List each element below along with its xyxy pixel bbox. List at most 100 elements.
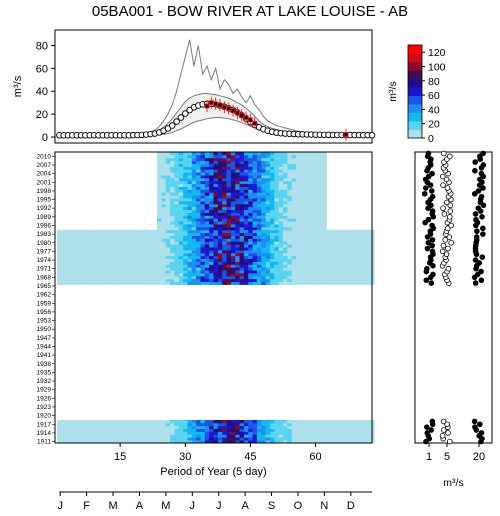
heatmap-cell bbox=[187, 221, 193, 225]
heatmap-cell bbox=[87, 247, 93, 251]
heatmap-cell bbox=[57, 273, 62, 277]
heatmap-cell bbox=[252, 425, 258, 429]
heatmap-cell bbox=[70, 244, 75, 248]
heatmap-cell bbox=[235, 157, 240, 162]
heatmap-cell bbox=[161, 157, 167, 162]
heatmap-cell bbox=[200, 206, 206, 211]
heatmap-cell bbox=[278, 255, 284, 260]
heatmap-cell bbox=[161, 172, 167, 176]
heatmap-cell bbox=[183, 241, 188, 245]
heatmap-cell bbox=[252, 419, 258, 424]
hydrograph-frame bbox=[54, 29, 373, 144]
heatmap-cell bbox=[104, 249, 110, 254]
heatmap-cell bbox=[256, 428, 262, 432]
heatmap-cell bbox=[330, 247, 336, 251]
heatmap-cell bbox=[309, 267, 314, 271]
heatmap-cell bbox=[256, 206, 262, 211]
heatmap-cell bbox=[269, 422, 275, 427]
dotplot-point-minimum bbox=[424, 265, 430, 272]
heatmap-cell bbox=[274, 281, 280, 285]
heatmap-cell bbox=[222, 226, 227, 231]
heatmap-cell bbox=[191, 163, 197, 167]
heatmap-cell bbox=[296, 169, 301, 173]
heatmap-cell bbox=[300, 157, 306, 162]
heatmap-cell bbox=[209, 154, 214, 159]
dotplot-point-minimum bbox=[429, 418, 436, 425]
heatmap-cell bbox=[217, 270, 223, 274]
heatmap-cell bbox=[278, 437, 284, 441]
heatmap-cell bbox=[178, 267, 184, 271]
heatmap-cell bbox=[222, 422, 227, 427]
heatmap-cell bbox=[57, 255, 62, 260]
heatmap-cell bbox=[196, 177, 201, 182]
heatmap-cell bbox=[65, 241, 71, 245]
heatmap-cell bbox=[61, 255, 67, 260]
heatmap-cell bbox=[256, 215, 262, 219]
heatmap-cell bbox=[326, 261, 332, 265]
heatmap-cell bbox=[313, 163, 319, 167]
heatmap-cell bbox=[217, 419, 223, 424]
heatmap-cell bbox=[365, 241, 371, 245]
heatmap-cell bbox=[296, 247, 301, 251]
heatmap-cell bbox=[335, 261, 340, 265]
heatmap-cell bbox=[235, 425, 240, 429]
heatmap-cell bbox=[204, 189, 210, 193]
heatmap-cell bbox=[291, 152, 297, 156]
heatmap-cell bbox=[157, 183, 162, 187]
heatmap-cell bbox=[178, 198, 184, 202]
heatmap-cell bbox=[256, 264, 262, 268]
heatmap-cell bbox=[339, 241, 345, 245]
heatmap-cell bbox=[304, 428, 310, 432]
heatmap-cell bbox=[165, 166, 171, 170]
heatmap-cell bbox=[183, 425, 188, 429]
heatmap-cell bbox=[165, 218, 171, 222]
heatmap-cell bbox=[217, 154, 223, 159]
heatmap-cell bbox=[322, 169, 327, 173]
heatmap-cell bbox=[157, 264, 162, 268]
heatmap-cell bbox=[269, 224, 275, 228]
heatmap-cell bbox=[170, 180, 175, 185]
hydrograph-y-tick-label: 40 bbox=[36, 86, 48, 98]
heatmap-cell bbox=[322, 198, 327, 202]
heatmap-year-label: 1932 bbox=[37, 378, 52, 385]
heatmap-cell bbox=[313, 209, 319, 213]
heatmap-cell bbox=[70, 440, 75, 444]
heatmap-cell bbox=[70, 270, 75, 274]
heatmap-cell bbox=[157, 275, 162, 280]
heatmap-cell bbox=[300, 154, 306, 159]
heatmap-cell bbox=[335, 247, 340, 251]
heatmap-cell bbox=[213, 440, 219, 444]
heatmap-cell bbox=[309, 247, 314, 251]
heatmap-cell bbox=[226, 200, 232, 205]
heatmap-cell bbox=[265, 428, 271, 432]
heatmap-cell bbox=[126, 281, 132, 285]
heatmap-cell bbox=[282, 166, 288, 170]
heatmap-cell bbox=[300, 224, 306, 228]
heatmap-cell bbox=[330, 235, 336, 239]
heatmap-cell bbox=[196, 440, 201, 444]
heatmap-cell bbox=[113, 232, 119, 236]
heatmap-cell bbox=[304, 183, 310, 187]
heatmap-cell bbox=[165, 255, 171, 260]
heatmap-cell bbox=[183, 198, 188, 202]
heatmap-cell bbox=[261, 218, 267, 222]
heatmap-cell bbox=[235, 195, 240, 199]
heatmap-cell bbox=[361, 232, 366, 236]
heatmap-cell bbox=[265, 224, 271, 228]
heatmap-cell bbox=[200, 252, 206, 257]
heatmap-cell bbox=[148, 267, 154, 271]
heatmap-cell bbox=[204, 255, 210, 260]
heatmap-cell bbox=[256, 192, 262, 196]
heatmap-cell bbox=[161, 218, 167, 222]
heatmap-cell bbox=[174, 244, 180, 248]
heatmap-cell bbox=[282, 183, 288, 187]
heatmap-cell bbox=[165, 431, 171, 435]
heatmap-cell bbox=[200, 431, 206, 435]
heatmap-cell bbox=[248, 183, 253, 187]
heatmap-cell bbox=[304, 203, 310, 208]
heatmap-cell bbox=[300, 226, 306, 231]
heatmap-year-label: 1986 bbox=[37, 222, 52, 229]
hydrograph-y-tick-label: 0 bbox=[42, 132, 48, 144]
heatmap-cell bbox=[274, 422, 280, 427]
heatmap-cell bbox=[274, 198, 280, 202]
